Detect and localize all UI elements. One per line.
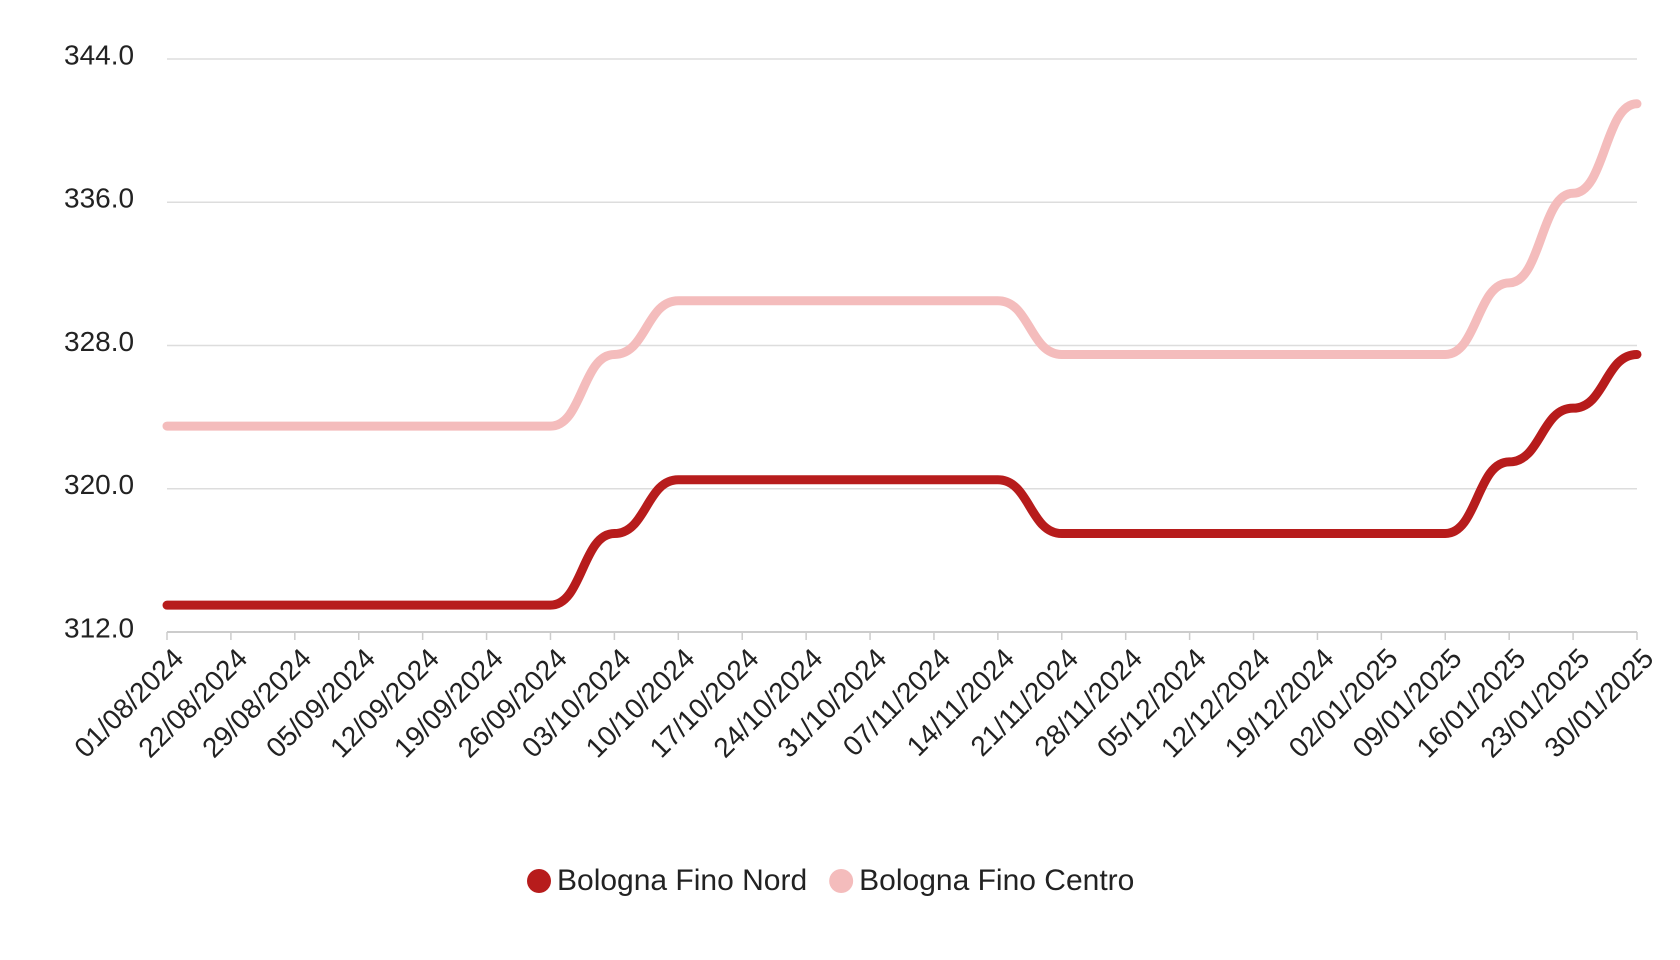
y-tick-label: 344.0 — [64, 39, 134, 70]
legend-label: Bologna Fino Nord — [557, 864, 807, 897]
y-tick-label: 312.0 — [64, 612, 134, 643]
line-series — [162, 349, 1642, 610]
line-series — [162, 99, 1642, 431]
legend-marker — [527, 869, 551, 893]
legend-label: Bologna Fino Centro — [859, 864, 1134, 897]
y-tick-label: 320.0 — [64, 469, 134, 500]
legend: Bologna Fino Nord Bologna Fino Centro — [527, 864, 1134, 897]
y-tick-label: 336.0 — [64, 183, 134, 214]
y-tick-label: 328.0 — [64, 326, 134, 357]
legend-marker — [829, 869, 854, 893]
